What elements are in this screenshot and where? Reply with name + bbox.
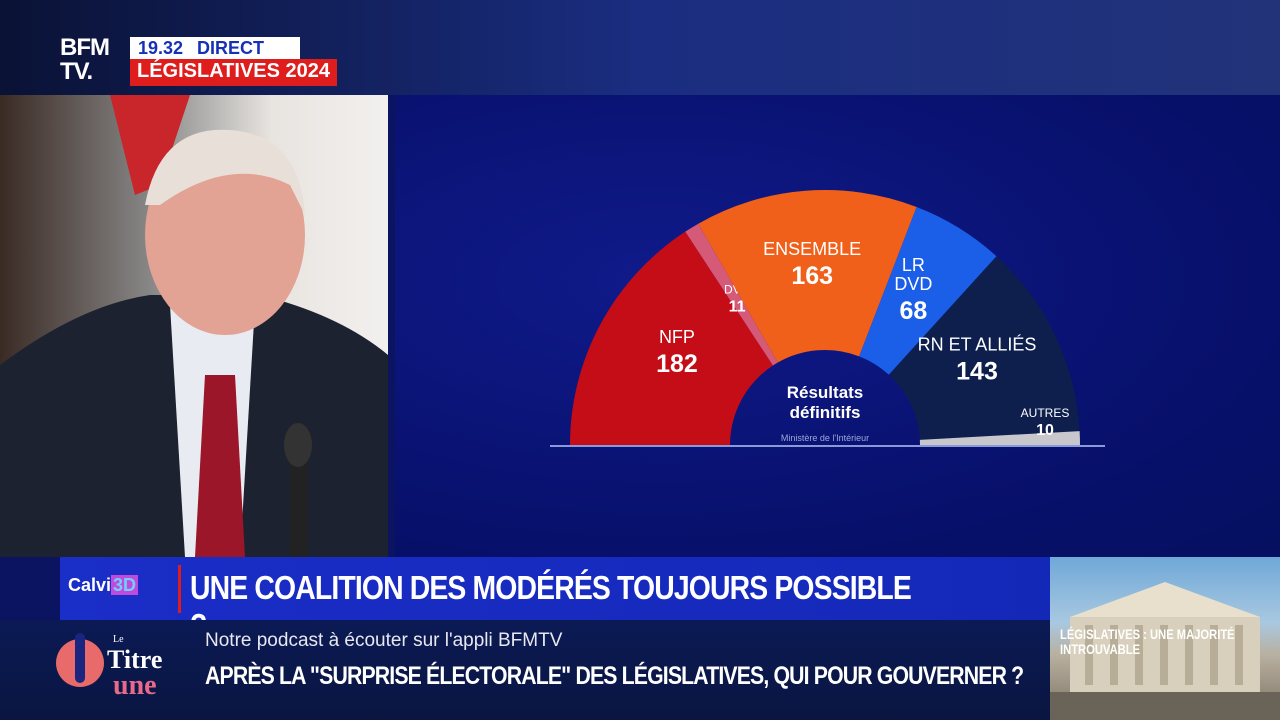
segment-label: NFP [659, 327, 695, 347]
seat-segment-0 [570, 231, 773, 445]
chart-panel: NFP182DVG11ENSEMBLE163LRDVD68RN ET ALLIÉ… [395, 95, 1280, 557]
svg-text:une: une [113, 670, 157, 698]
ticker-subtitle: Notre podcast à écouter sur l'appli BFMT… [205, 630, 563, 651]
source-label: Ministère de l'Intérieur [781, 433, 869, 443]
segment-value: 143 [956, 358, 998, 386]
thumbnail-assemblee: LÉGISLATIVES : UNE MAJORITÉ INTROUVABLE [1050, 557, 1280, 720]
show-logo: Calvi 3D [68, 575, 139, 595]
thumbnail-caption: LÉGISLATIVES : UNE MAJORITÉ INTROUVABLE [1060, 626, 1235, 657]
segment-value: 163 [791, 262, 833, 290]
segment-label: RN ET ALLIÉS [918, 335, 1037, 355]
center-label: définitifs [790, 403, 861, 422]
guest-video [0, 95, 388, 557]
bfmtv-logo: BFM TV. [60, 34, 110, 85]
center-label: Résultats [787, 383, 864, 402]
segment-label: ENSEMBLE [763, 239, 861, 259]
seat-segment-1 [685, 223, 778, 366]
segment-label: AUTRES [1021, 406, 1070, 420]
seat-segment-3 [859, 207, 997, 375]
divider [178, 565, 181, 613]
ticker-headline: APRÈS LA "SURPRISE ÉLECTORALE" DES LÉGIS… [205, 662, 1024, 690]
segment-label: LR [902, 255, 925, 275]
seat-segment-2 [698, 190, 917, 363]
podcast-logo: Le Titre une [56, 633, 162, 698]
svg-text:Titre: Titre [107, 645, 162, 674]
segment-value: 182 [656, 350, 698, 378]
hemicycle-chart: NFP182DVG11ENSEMBLE163LRDVD68RN ET ALLIÉ… [550, 190, 1105, 447]
section-badge: LÉGISLATIVES 2024 [130, 59, 338, 86]
segment-value: 11 [729, 299, 746, 316]
segment-value: 68 [899, 297, 927, 325]
seat-segment-4 [888, 256, 1080, 440]
segment-value: 10 [1036, 422, 1054, 439]
lower-third: Calvi 3D UNE COALITION DES MODÉRÉS TOUJOU… [60, 557, 1050, 644]
clock-live-badge: 19.32 DIRECT [130, 37, 300, 59]
segment-label: DVD [894, 274, 932, 294]
svg-text:Le: Le [113, 634, 124, 645]
ticker: Le Titre une Notre podcast à écouter sur… [0, 620, 1050, 720]
seat-segment-5 [919, 431, 1080, 445]
